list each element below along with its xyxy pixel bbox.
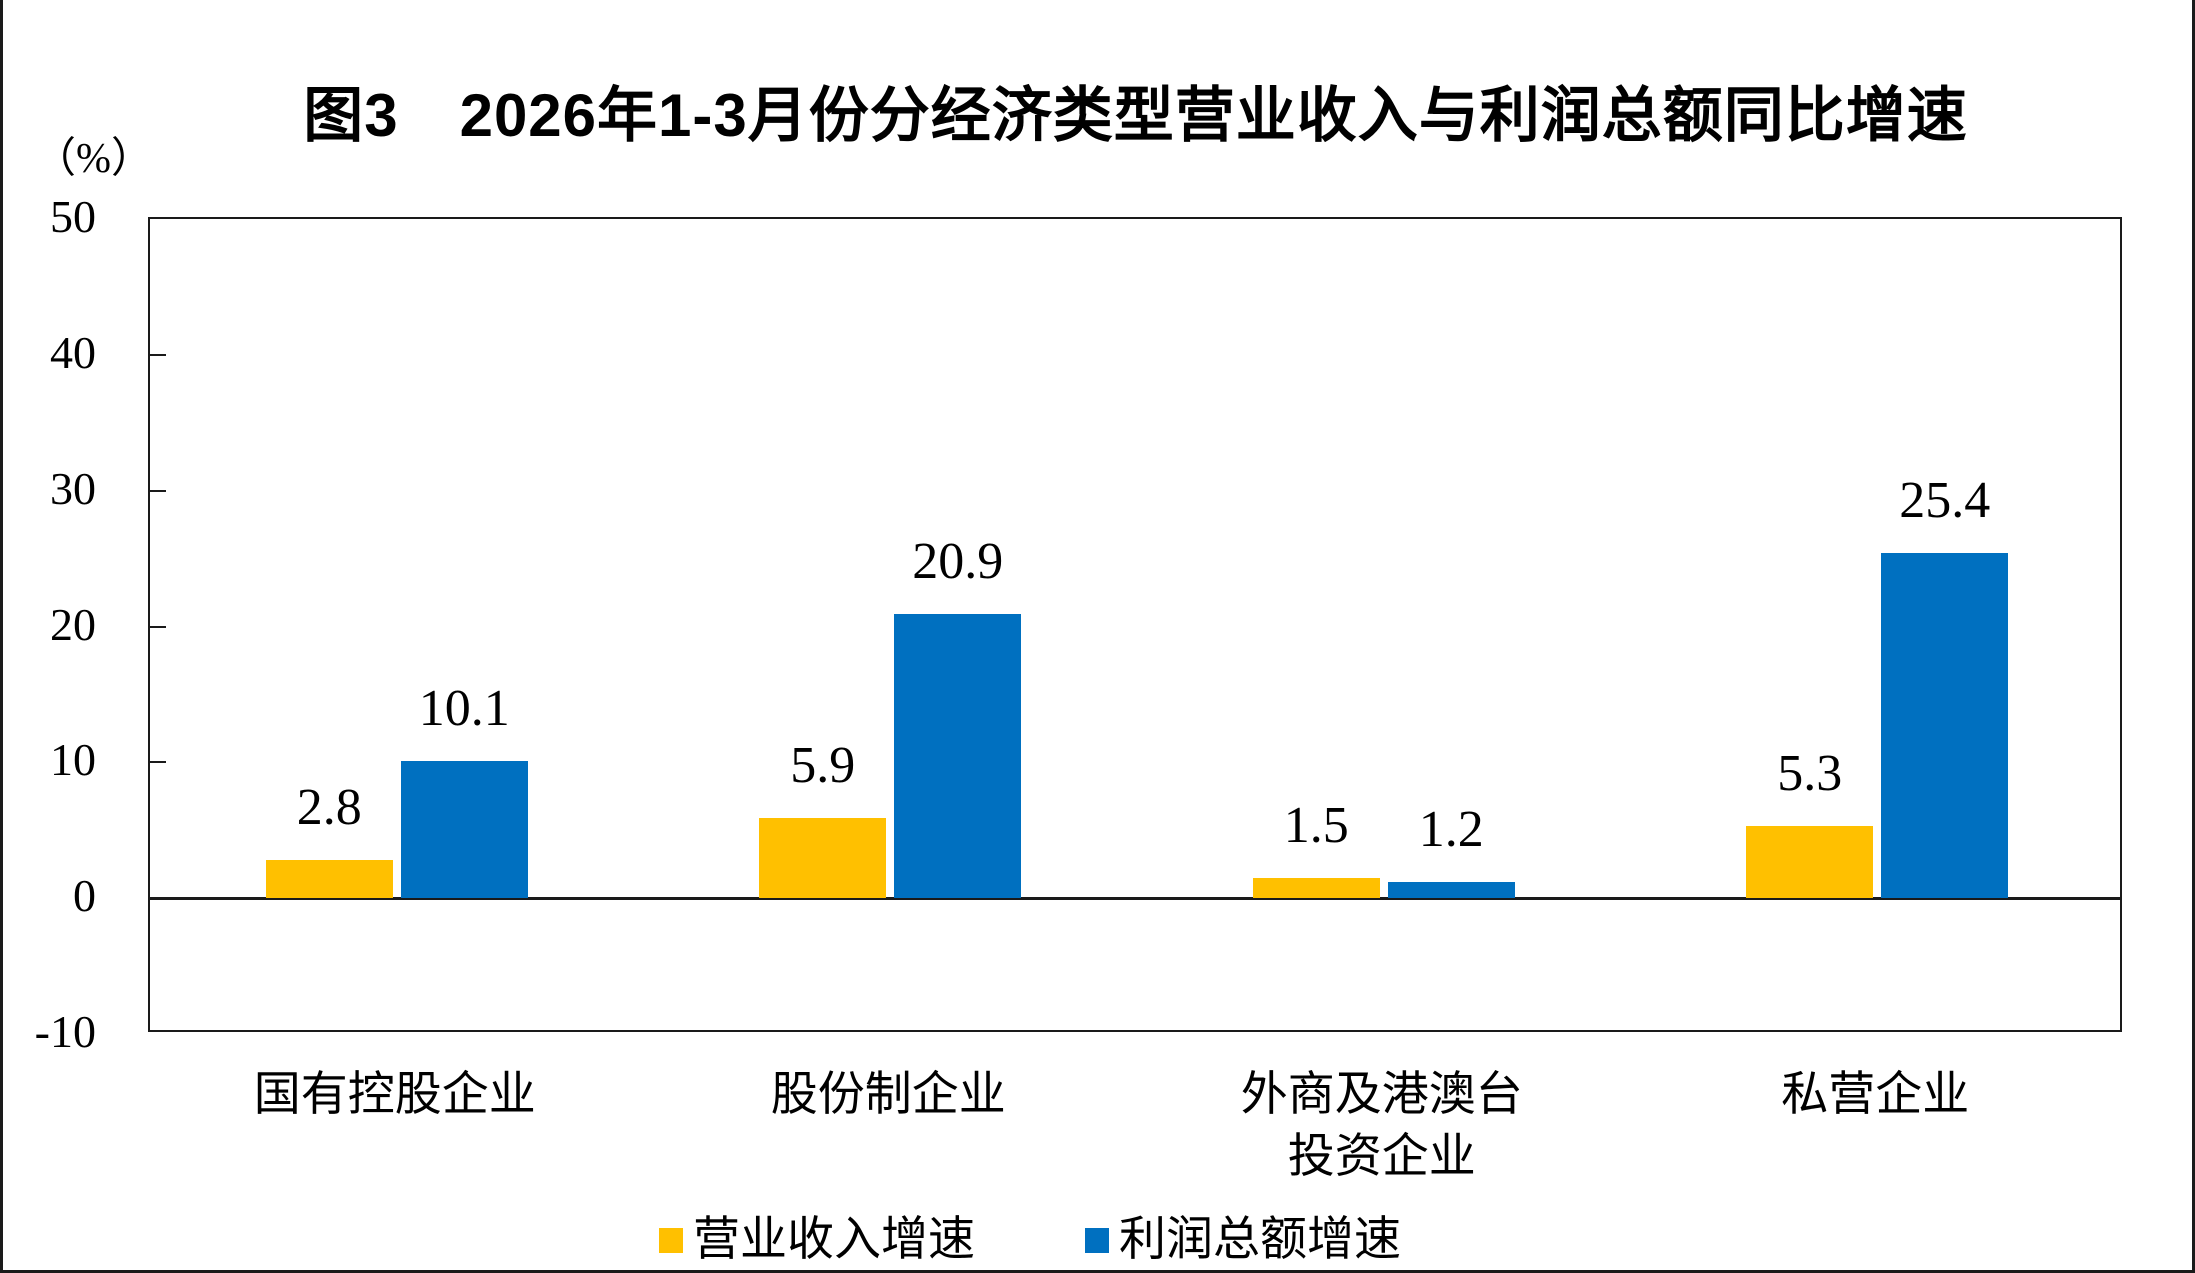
page-left-border [0, 0, 3, 1273]
y-tick-label-40: 40 [50, 326, 96, 378]
bar-value-label-operating-revenue-growth-cat0: 2.8 [296, 779, 362, 837]
category-label-3: 私营企业 [1781, 1069, 1970, 1121]
bar-total-profit-growth-cat0 [400, 760, 528, 899]
bar-value-label-total-profit-growth-cat1: 20.9 [912, 533, 1004, 591]
bar-value-label-operating-revenue-growth-cat3: 5.3 [1777, 745, 1843, 803]
category-label-0: 国有控股企业 [253, 1069, 536, 1121]
y-tick-mark-40 [150, 353, 166, 356]
y-axis-unit-label: （%） [34, 136, 153, 182]
bar-total-profit-growth-cat2 [1387, 881, 1515, 899]
bar-value-label-total-profit-growth-cat0: 10.1 [418, 679, 510, 737]
chart-legend: 营业收入增速 利润总额增速 [0, 1212, 2060, 1268]
legend-label-total-profit-growth: 利润总额增速 [1119, 1214, 1401, 1266]
bar-operating-revenue-growth-cat2 [1252, 877, 1380, 899]
zero-line [150, 897, 2120, 901]
y-tick-mark-10 [150, 761, 166, 764]
bar-value-label-operating-revenue-growth-cat2: 1.5 [1283, 796, 1349, 854]
y-tick-label-0: 0 [73, 870, 96, 922]
bar-operating-revenue-growth-cat3 [1746, 826, 1874, 899]
legend-item-operating-revenue-growth: 营业收入增速 [659, 1212, 975, 1268]
y-tick-label--10: -10 [34, 1006, 96, 1057]
legend-swatch-total-profit-growth [1085, 1227, 1109, 1253]
bar-operating-revenue-growth-cat1 [759, 818, 887, 899]
y-tick-mark-20 [150, 625, 166, 628]
y-tick-label-20: 20 [50, 598, 96, 650]
bar-total-profit-growth-cat1 [894, 614, 1022, 899]
y-tick-label-50: 50 [50, 191, 96, 242]
y-tick-label-10: 10 [50, 734, 96, 786]
bar-value-label-operating-revenue-growth-cat1: 5.9 [790, 737, 856, 795]
legend-swatch-operating-revenue-growth [659, 1227, 683, 1253]
bar-value-label-total-profit-growth-cat3: 25.4 [1899, 472, 1991, 530]
category-label-2: 外商及港澳台 投资企业 [1240, 1069, 1523, 1183]
page-bottom-border [0, 1270, 2195, 1273]
y-tick-label-30: 30 [50, 462, 96, 514]
y-tick-mark-30 [150, 489, 166, 492]
page-right-border [2192, 0, 2195, 1273]
bar-value-label-total-profit-growth-cat2: 1.2 [1418, 800, 1484, 858]
legend-label-operating-revenue-growth: 营业收入增速 [693, 1214, 975, 1266]
bar-operating-revenue-growth-cat0 [265, 860, 393, 899]
category-label-1: 股份制企业 [770, 1069, 1006, 1121]
legend-item-total-profit-growth: 利润总额增速 [1085, 1212, 1401, 1268]
chart-title: 图3 2026年1-3月份分经济类型营业收入与利润总额同比增速 [303, 82, 1968, 149]
bar-total-profit-growth-cat3 [1881, 553, 2009, 899]
plot-area: 2.8 10.1 5.9 20.9 1.5 1.2 5.3 25.4 [148, 217, 2122, 1032]
